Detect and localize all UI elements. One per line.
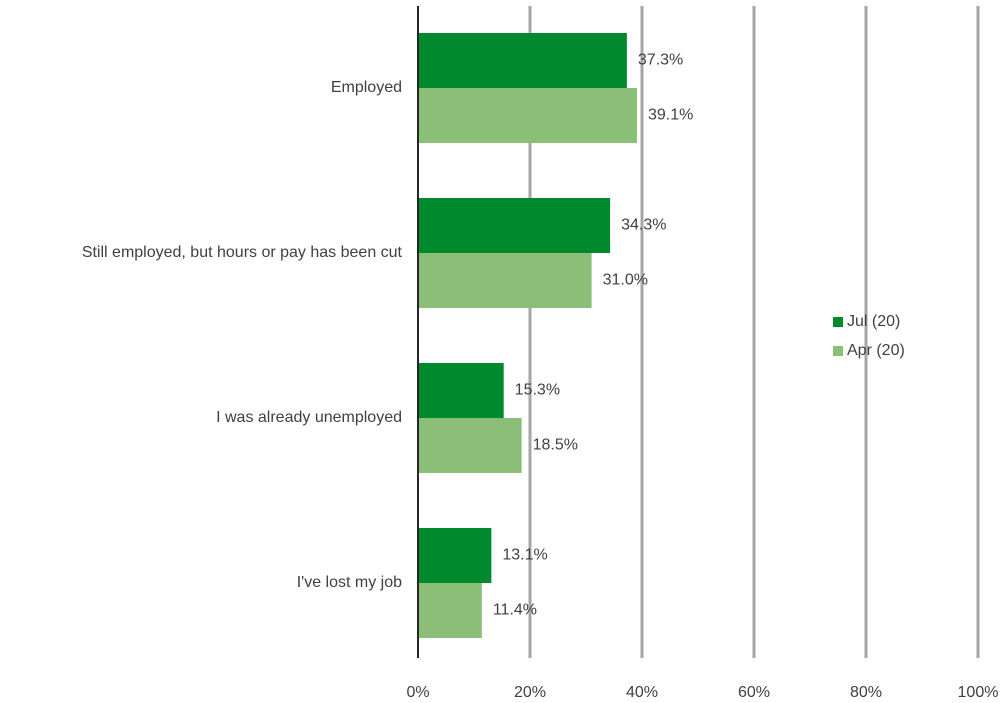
data-label: 11.4%: [493, 602, 537, 619]
data-label: 31.0%: [603, 272, 648, 289]
category-label: Employed: [331, 79, 402, 96]
x-tick-label: 0%: [406, 684, 429, 701]
x-tick-label: 100%: [958, 684, 999, 701]
bar: [418, 88, 637, 143]
bar: [418, 418, 522, 473]
tick-labels: 0% 20% 40% 60% 80% 100%: [406, 684, 998, 701]
category-label: Still employed, but hours or pay has bee…: [82, 244, 403, 261]
legend-swatch: [833, 346, 843, 356]
gridlines: [528, 6, 980, 658]
legend: Jul (20) Apr (20): [833, 313, 905, 359]
data-label: 15.3%: [515, 382, 560, 399]
bars: [418, 33, 637, 638]
data-label: 13.1%: [502, 547, 547, 564]
bar: [418, 198, 611, 253]
x-tick-label: 60%: [738, 684, 770, 701]
bar: [418, 583, 482, 638]
bar: [418, 253, 592, 308]
data-label: 34.3%: [621, 217, 666, 234]
legend-swatch: [833, 317, 843, 327]
category-label: I've lost my job: [297, 574, 402, 591]
data-label: 18.5%: [533, 437, 578, 454]
category-labels: Employed Still employed, but hours or pay…: [82, 79, 403, 591]
data-label: 39.1%: [648, 107, 693, 124]
data-labels: 37.3% 34.3% 15.3% 13.1% 39.1% 31.0% 18.5% 11.4%: [493, 52, 693, 619]
x-tick-label: 80%: [850, 684, 882, 701]
x-tick-label: 20%: [514, 684, 546, 701]
bar: [418, 33, 627, 88]
x-tick-label: 40%: [626, 684, 658, 701]
legend-label: Apr (20): [847, 342, 905, 359]
category-label: I was already unemployed: [216, 409, 402, 426]
bar: [418, 363, 504, 418]
bar: [418, 528, 492, 583]
legend-label: Jul (20): [847, 313, 900, 330]
data-label: 37.3%: [638, 52, 683, 69]
